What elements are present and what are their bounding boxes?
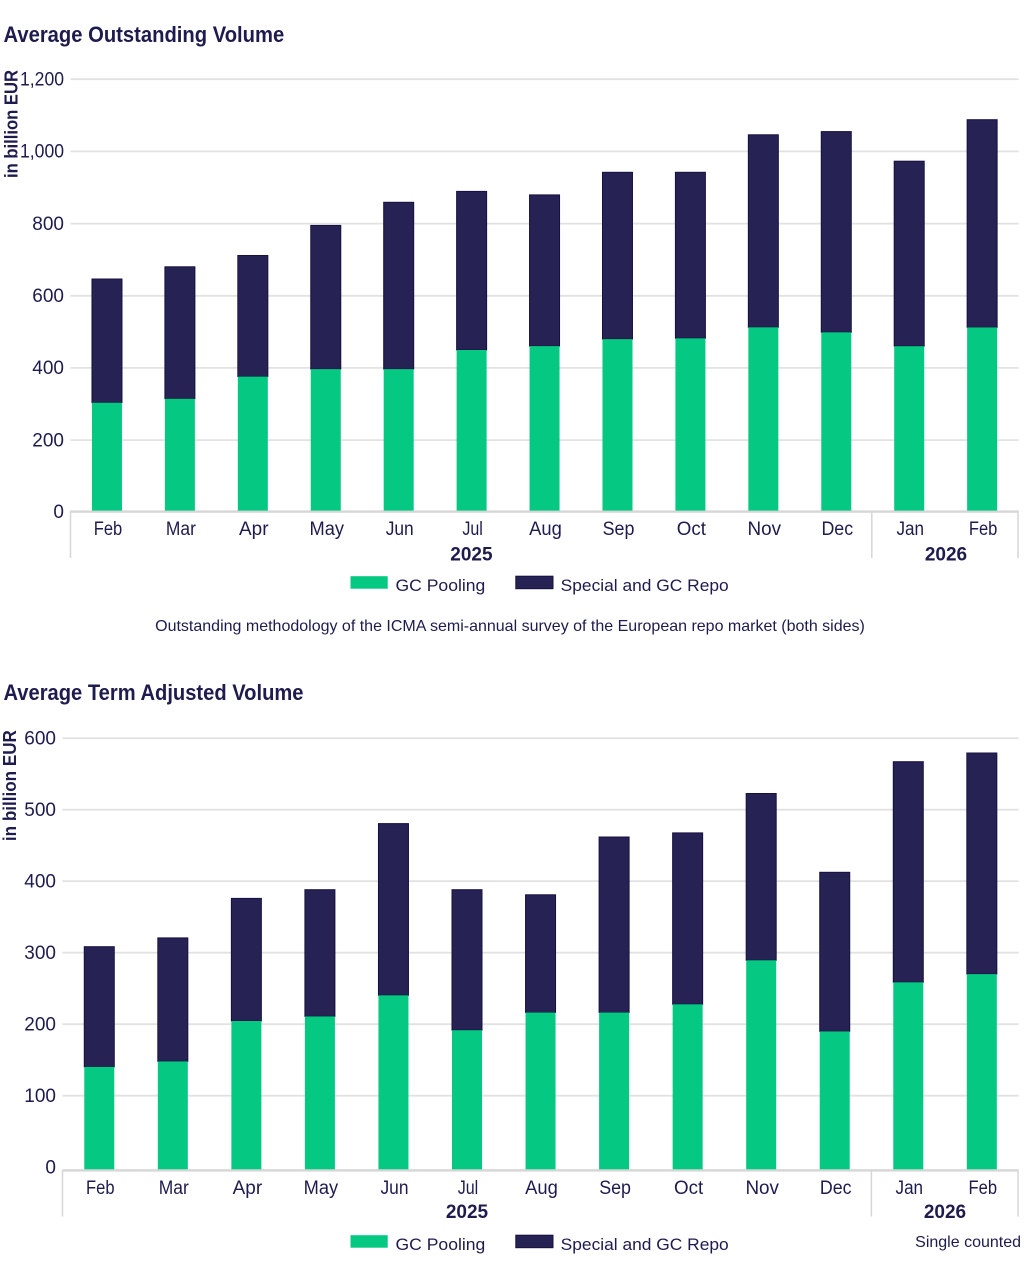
svg-text:Nov: Nov (748, 519, 782, 540)
svg-text:Mar: Mar (166, 519, 197, 540)
svg-text:Oct: Oct (674, 1178, 704, 1199)
svg-text:0: 0 (53, 502, 64, 523)
svg-text:1,200: 1,200 (20, 70, 64, 91)
svg-text:Average Term Adjusted Volume: Average Term Adjusted Volume (4, 680, 304, 705)
svg-text:300: 300 (24, 943, 56, 964)
svg-text:Dec: Dec (821, 519, 853, 540)
svg-text:2025: 2025 (446, 1202, 489, 1223)
svg-text:in billion EUR: in billion EUR (0, 730, 20, 841)
svg-text:Sep: Sep (599, 1178, 631, 1199)
svg-text:600: 600 (24, 729, 56, 750)
svg-text:1,000: 1,000 (20, 142, 64, 163)
svg-text:GC Pooling: GC Pooling (396, 576, 486, 595)
svg-text:Feb: Feb (94, 519, 123, 540)
svg-text:0: 0 (45, 1158, 56, 1179)
svg-text:Oct: Oct (677, 519, 707, 540)
svg-text:Special and GC Repo: Special and GC Repo (561, 1235, 729, 1254)
svg-text:600: 600 (32, 286, 64, 307)
svg-text:Special and GC Repo: Special and GC Repo (561, 576, 729, 595)
svg-text:May: May (310, 519, 345, 540)
svg-text:Jun: Jun (386, 519, 414, 540)
svg-text:Dec: Dec (820, 1178, 852, 1199)
svg-text:Jul: Jul (462, 519, 483, 540)
svg-text:Apr: Apr (239, 519, 269, 540)
svg-text:Jan: Jan (896, 1178, 924, 1199)
svg-text:2026: 2026 (924, 1202, 966, 1223)
svg-text:2026: 2026 (925, 545, 967, 566)
svg-text:Sep: Sep (603, 519, 635, 540)
svg-text:Feb: Feb (969, 1178, 998, 1199)
svg-text:Outstanding methodology of the: Outstanding methodology of the ICMA semi… (155, 618, 865, 635)
svg-text:400: 400 (24, 872, 56, 893)
svg-text:GC Pooling: GC Pooling (396, 1235, 486, 1254)
svg-text:Aug: Aug (529, 519, 562, 540)
svg-text:100: 100 (24, 1086, 56, 1107)
svg-text:Average Outstanding Volume: Average Outstanding Volume (4, 22, 285, 47)
svg-text:Mar: Mar (159, 1178, 190, 1199)
svg-text:200: 200 (24, 1015, 56, 1036)
svg-text:Nov: Nov (745, 1178, 779, 1199)
svg-text:Jun: Jun (381, 1178, 409, 1199)
svg-text:200: 200 (32, 430, 64, 451)
svg-text:800: 800 (32, 214, 64, 235)
svg-text:Feb: Feb (969, 519, 998, 540)
svg-text:400: 400 (32, 358, 64, 379)
svg-text:Apr: Apr (233, 1178, 263, 1199)
svg-text:Feb: Feb (86, 1178, 115, 1199)
svg-text:Aug: Aug (525, 1178, 558, 1199)
svg-text:500: 500 (24, 800, 56, 821)
svg-text:2025: 2025 (450, 545, 493, 566)
svg-text:Single counted: Single counted (915, 1234, 1021, 1251)
svg-text:May: May (304, 1178, 339, 1199)
svg-text:in billion EUR: in billion EUR (1, 70, 21, 178)
svg-text:Jan: Jan (896, 519, 924, 540)
svg-text:Jul: Jul (458, 1178, 479, 1199)
